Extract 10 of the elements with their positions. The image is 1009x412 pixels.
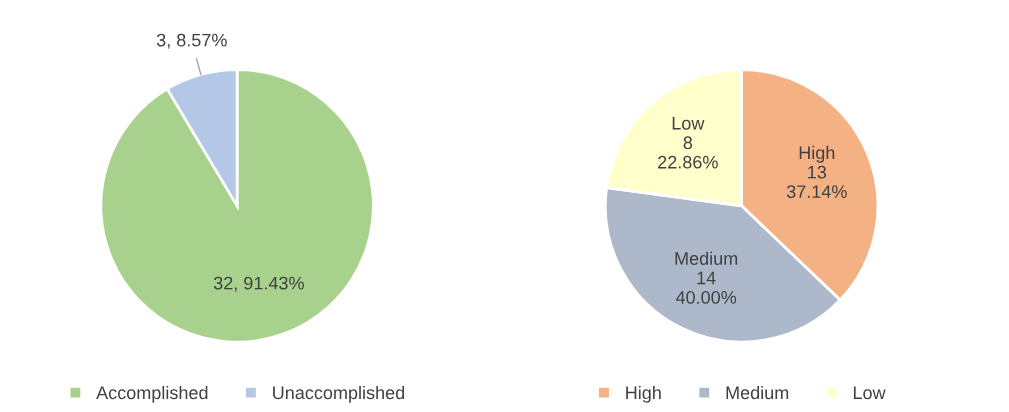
legend-label: High — [626, 385, 661, 403]
legend-label: Unaccomplished — [273, 385, 405, 403]
data-label: Medium 14 40.00% — [675, 251, 738, 304]
data-label: High 13 37.14% — [786, 145, 847, 198]
data-label: 3, 8.57% — [156, 33, 227, 49]
data-label: 32, 91.43% — [213, 276, 304, 292]
legend-label: Accomplished — [96, 385, 208, 403]
data-label: Low 8 22.86% — [658, 117, 718, 169]
legend-label: Low — [853, 386, 886, 400]
legend-label: Medium — [726, 385, 789, 400]
